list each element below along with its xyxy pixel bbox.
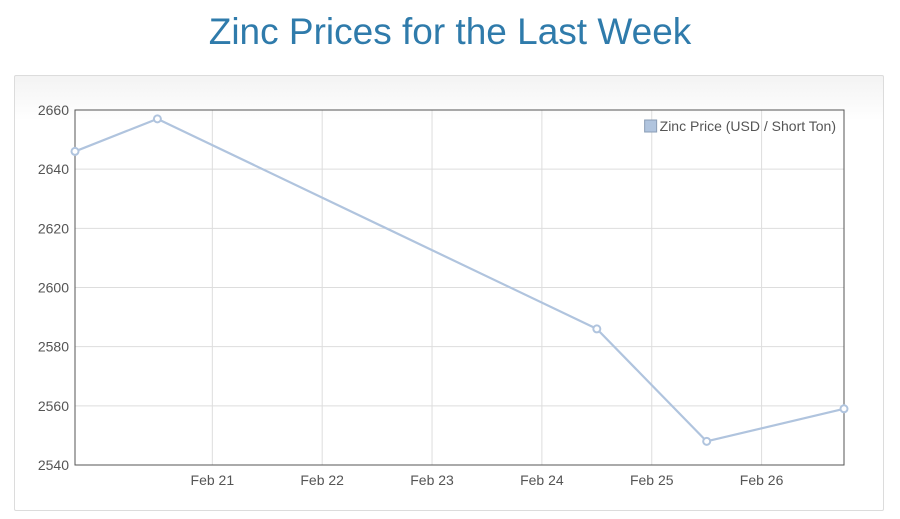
y-tick-label: 2660 <box>38 102 69 118</box>
x-tick-label: Feb 24 <box>520 472 564 488</box>
y-tick-label: 2560 <box>38 398 69 414</box>
data-point[interactable] <box>839 404 849 414</box>
data-point[interactable] <box>702 436 712 446</box>
x-axis-tick-labels: Feb 21 Feb 22 Feb 23 Feb 24 Feb 25 Feb 26 <box>191 472 784 488</box>
x-tick-label: Feb 25 <box>630 472 674 488</box>
legend-swatch <box>644 119 658 133</box>
y-tick-label: 2580 <box>38 339 69 355</box>
x-tick-label: Feb 22 <box>300 472 344 488</box>
x-tick-label: Feb 21 <box>191 472 235 488</box>
page-title: Zinc Prices for the Last Week <box>208 11 692 52</box>
chart-panel: 2540 2560 2580 2600 2620 2640 2660 Feb 21 Feb 2… <box>14 75 884 511</box>
y-tick-label: 2540 <box>38 457 69 473</box>
chart-grid <box>75 109 844 466</box>
y-tick-label: 2640 <box>38 161 69 177</box>
x-tick-label: Feb 26 <box>740 472 784 488</box>
data-point[interactable] <box>152 114 162 124</box>
y-tick-label: 2620 <box>38 220 69 236</box>
legend-label-zinc-price: Zinc Price (USD / Short Ton) <box>660 118 836 134</box>
data-point[interactable] <box>592 324 602 334</box>
data-point[interactable] <box>70 146 80 156</box>
plot-area-frame <box>74 109 845 466</box>
chart-legend[interactable]: Zinc Price (USD / Short Ton) <box>644 118 836 134</box>
x-tick-label: Feb 23 <box>410 472 454 488</box>
y-tick-label: 2600 <box>38 280 69 296</box>
series-layer <box>70 114 849 446</box>
series-line-zinc-price <box>74 117 845 443</box>
y-axis-tick-labels: 2540 2560 2580 2600 2620 2640 2660 <box>38 102 69 473</box>
